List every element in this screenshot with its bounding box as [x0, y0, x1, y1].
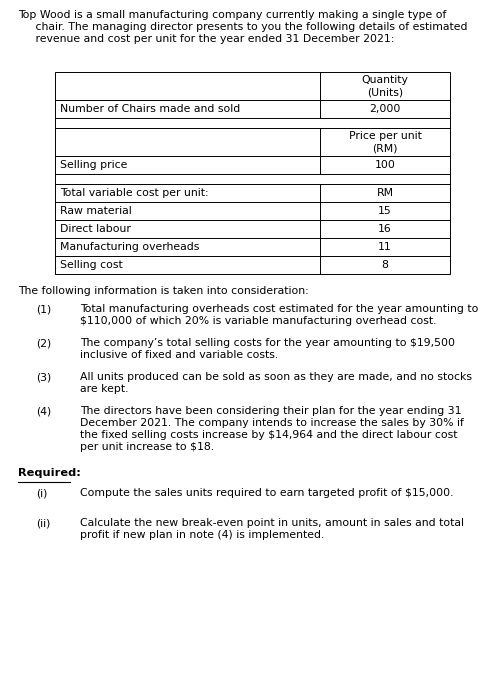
Text: Quantity
(Units): Quantity (Units) [361, 75, 409, 97]
Text: Required:: Required: [18, 468, 81, 478]
Text: The company’s total selling costs for the year amounting to $19,500: The company’s total selling costs for th… [80, 338, 455, 348]
Text: profit if new plan in note (4) is implemented.: profit if new plan in note (4) is implem… [80, 530, 324, 540]
Text: inclusive of fixed and variable costs.: inclusive of fixed and variable costs. [80, 350, 278, 360]
Text: December 2021. The company intends to increase the sales by 30% if: December 2021. The company intends to in… [80, 418, 464, 428]
Text: Top Wood is a small manufacturing company currently making a single type of: Top Wood is a small manufacturing compan… [18, 10, 447, 20]
Text: Direct labour: Direct labour [60, 224, 131, 234]
Text: 2,000: 2,000 [369, 104, 401, 114]
Text: The following information is taken into consideration:: The following information is taken into … [18, 286, 309, 296]
Text: Compute the sales units required to earn targeted profit of $15,000.: Compute the sales units required to earn… [80, 488, 453, 498]
Text: Selling cost: Selling cost [60, 260, 123, 270]
Text: 16: 16 [378, 224, 392, 234]
Text: The directors have been considering their plan for the year ending 31: The directors have been considering thei… [80, 406, 462, 416]
Text: Calculate the new break-even point in units, amount in sales and total: Calculate the new break-even point in un… [80, 518, 464, 528]
Text: (4): (4) [36, 406, 51, 416]
Text: 11: 11 [378, 242, 392, 252]
Text: Total variable cost per unit:: Total variable cost per unit: [60, 188, 208, 198]
Text: (ii): (ii) [36, 518, 50, 528]
Text: 100: 100 [375, 160, 395, 170]
Text: Number of Chairs made and sold: Number of Chairs made and sold [60, 104, 240, 114]
Text: per unit increase to $18.: per unit increase to $18. [80, 442, 214, 452]
Text: All units produced can be sold as soon as they are made, and no stocks: All units produced can be sold as soon a… [80, 372, 472, 382]
Text: revenue and cost per unit for the year ended 31 December 2021:: revenue and cost per unit for the year e… [18, 34, 394, 44]
Text: Manufacturing overheads: Manufacturing overheads [60, 242, 199, 252]
Text: Price per unit
(RM): Price per unit (RM) [349, 131, 421, 153]
Text: 8: 8 [381, 260, 389, 270]
Text: $110,000 of which 20% is variable manufacturing overhead cost.: $110,000 of which 20% is variable manufa… [80, 316, 436, 326]
Text: RM: RM [376, 188, 393, 198]
Text: are kept.: are kept. [80, 384, 129, 394]
Text: (3): (3) [36, 372, 51, 382]
Text: 15: 15 [378, 206, 392, 216]
Text: (i): (i) [36, 488, 47, 498]
Text: Raw material: Raw material [60, 206, 132, 216]
Text: Total manufacturing overheads cost estimated for the year amounting to: Total manufacturing overheads cost estim… [80, 304, 478, 314]
Bar [55, 72, 450, 274]
Text: (2): (2) [36, 338, 51, 348]
Text: the fixed selling costs increase by $14,964 and the direct labour cost: the fixed selling costs increase by $14,… [80, 430, 457, 440]
Text: Selling price: Selling price [60, 160, 128, 170]
Text: (1): (1) [36, 304, 51, 314]
Text: chair. The managing director presents to you the following details of estimated: chair. The managing director presents to… [18, 22, 468, 32]
